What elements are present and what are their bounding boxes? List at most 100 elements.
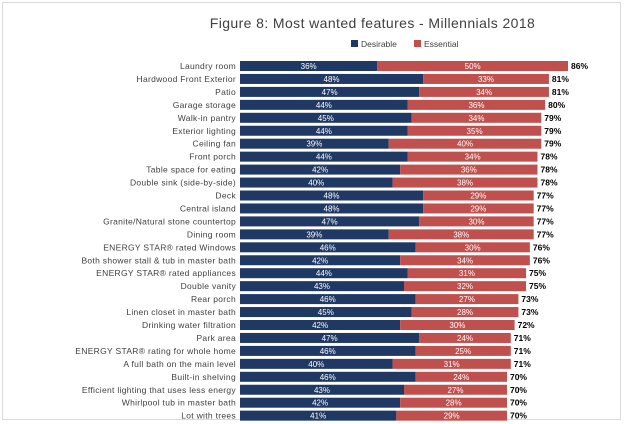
data-label-desirable: 43% [314,386,330,395]
data-label-desirable: 42% [312,399,328,408]
total-label: 75% [529,268,546,278]
category-label: Exterior lighting [172,126,236,136]
bar-essential [396,410,507,421]
bar-desirable [240,358,393,369]
data-label-desirable: 46% [320,373,336,382]
bar-desirable [240,203,424,214]
data-label-essential: 36% [468,101,484,110]
data-label-essential: 50% [465,62,481,71]
category-label: Front porch [189,152,236,162]
category-label: Patio [215,87,236,97]
category-label: ENERGY STAR® rating for whole home [75,346,236,356]
data-label-desirable: 36% [301,62,317,71]
bar-essential [377,61,568,71]
category-label: Linen closet in master bath [126,307,236,317]
total-label: 78% [540,178,557,188]
data-label-essential: 29% [470,192,486,201]
data-label-desirable: 39% [306,230,322,239]
data-label-desirable: 47% [322,88,338,97]
category-label: Efficient lighting that uses less energy [82,385,237,395]
category-label: Drinking water filtration [142,320,236,330]
bar-essential [400,320,515,330]
data-label-desirable: 41% [310,412,326,421]
data-label-essential: 30% [449,321,465,330]
total-label: 72% [518,320,535,330]
bar-desirable [240,151,408,162]
category-label: Both shower stall & tub in master bath [81,255,236,265]
bar-desirable [240,320,401,330]
total-label: 81% [552,87,569,97]
bar-desirable [240,345,416,356]
total-label: 70% [510,411,527,421]
category-label: Walk-in pantry [178,113,237,123]
bar-desirable [240,61,378,71]
category-label: ENERGY STAR® rated appliances [96,268,236,278]
bar-desirable [240,242,416,253]
category-label: Deck [215,191,236,201]
bar-essential [419,332,511,343]
total-label: 78% [540,165,557,175]
total-label: 70% [510,398,527,408]
bar-desirable [240,216,420,227]
category-label: Built-in shelving [171,372,236,382]
data-label-essential: 38% [453,230,469,239]
total-label: 77% [537,229,554,239]
total-label: 80% [548,100,565,110]
bar-essential [415,345,511,356]
bar-essential [404,281,527,292]
data-label-desirable: 46% [320,295,336,304]
data-label-essential: 38% [457,179,473,188]
category-label: Double vanity [181,281,237,291]
total-label: 86% [571,61,588,71]
data-label-desirable: 47% [322,217,338,226]
bar-essential [388,138,542,149]
total-label: 79% [544,139,561,149]
bar-essential [423,203,534,214]
total-label: 71% [514,359,531,369]
data-label-desirable: 48% [324,75,340,84]
bar-desirable [240,307,412,318]
data-label-essential: 34% [476,88,492,97]
plot-area: Laundry room 36% 50% 86% Hardwood Front Exte… [75,61,588,421]
bar-desirable [240,268,408,279]
bar-essential [400,255,530,266]
category-label: Park area [196,333,236,343]
total-label: 79% [544,113,561,123]
data-label-essential: 33% [478,75,494,84]
category-label: ENERGY STAR® rated Windows [103,242,236,252]
bar-desirable [240,397,401,408]
bar-desirable [240,86,420,97]
bar-desirable [240,410,397,421]
bar-desirable [240,112,412,123]
total-label: 71% [514,346,531,356]
total-label: 81% [552,74,569,84]
bar-essential [407,268,527,279]
total-label: 73% [521,307,538,317]
total-label: 77% [537,203,554,213]
data-label-desirable: 45% [318,308,334,317]
data-label-desirable: 40% [308,179,324,188]
category-label: Ceiling fan [193,139,236,149]
category-label: Hardwood Front Exterior [137,74,237,84]
data-label-desirable: 39% [306,140,322,149]
bar-desirable [240,138,389,149]
bar-desirable [240,371,416,382]
data-label-desirable: 44% [316,153,332,162]
bar-desirable [240,125,408,136]
bar-essential [407,99,546,110]
category-label: Double sink (side-by-side) [130,178,236,188]
legend-swatch-essential [414,40,421,47]
bar-essential [419,216,534,227]
bar-desirable [240,164,401,175]
data-label-essential: 40% [457,140,473,149]
data-label-essential: 27% [447,386,463,395]
total-label: 70% [510,385,527,395]
legend-label-desirable: Desirable [361,39,397,49]
category-label: Granite/Natural stone countertop [103,216,236,226]
total-label: 77% [537,191,554,201]
bar-essential [388,229,534,240]
data-label-essential: 31% [459,269,475,278]
data-label-essential: 27% [459,295,475,304]
total-label: 77% [537,216,554,226]
